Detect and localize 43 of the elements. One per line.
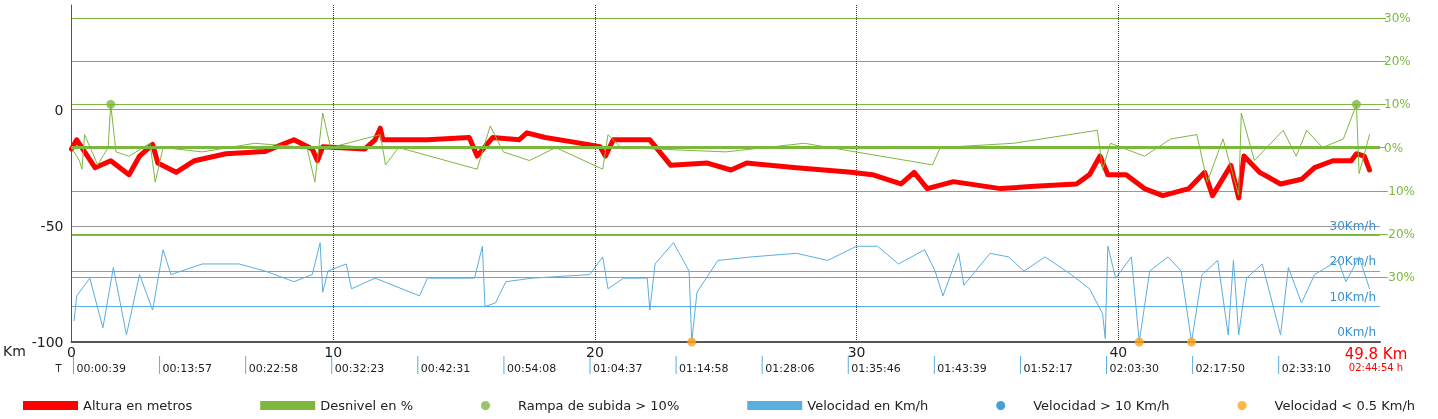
text: 49.8 Km [1344, 344, 1408, 363]
text: T [54, 362, 63, 374]
text: 02:17:50 [1195, 362, 1246, 375]
y2-tick-label: 0% [1384, 140, 1404, 155]
text: 02:44:54 h [1348, 361, 1404, 373]
y2-tick-label: 10% [1384, 97, 1411, 112]
y2-tick-label: -20% [1384, 226, 1416, 241]
text: 00:13:57 [162, 362, 212, 375]
y2-tick-label: 30% [1384, 10, 1411, 25]
y2-tick-label: 20% [1384, 54, 1411, 69]
legend-label: Velocidad > 10 Km/h [1033, 398, 1170, 413]
text: 00:00:39 [76, 362, 126, 375]
text: 01:28:06 [765, 362, 815, 375]
x-tick-label: 0 [67, 344, 76, 360]
text: 02:33:10 [1281, 362, 1332, 375]
y2-tick-label: -10% [1384, 183, 1416, 198]
legend-label: Altura en metros [83, 398, 193, 413]
legend-label: Rampa de subida > 10% [517, 398, 680, 413]
y3-tick-label: 30Km/h [1329, 218, 1376, 233]
y-tick-label: -50 [40, 217, 64, 234]
y-tick-label: 0 [54, 101, 64, 118]
x-axis-title: Km [2, 343, 26, 359]
legend-label: Velocidad en Km/h [807, 398, 929, 413]
y2-tick-label: -30% [1384, 270, 1416, 285]
text: 00:32:23 [334, 362, 385, 375]
text: 01:43:39 [937, 362, 987, 375]
legend-label: Desnivel en % [320, 398, 413, 413]
x-tick-label: 10 [324, 344, 343, 360]
x-tick-label: 30 [847, 344, 866, 360]
legend-label: Velocidad < 0.5 Km/h [1274, 398, 1415, 413]
x-tick-label: 40 [1109, 344, 1128, 360]
text: 01:14:58 [679, 362, 729, 375]
y3-tick-label: 10Km/h [1329, 289, 1376, 304]
text: 02:03:30 [1109, 362, 1159, 375]
y-tick-label: -100 [31, 334, 64, 350]
text: 00:42:31 [420, 362, 471, 375]
text: 01:35:46 [851, 362, 901, 375]
text: 01:04:37 [593, 362, 643, 375]
y3-tick-label: 0Km/h [1337, 325, 1376, 339]
x-tick-label: 20 [585, 344, 604, 360]
text: 01:52:17 [1023, 362, 1073, 375]
text: 00:22:58 [248, 362, 299, 375]
text: 00:54:08 [506, 362, 557, 375]
